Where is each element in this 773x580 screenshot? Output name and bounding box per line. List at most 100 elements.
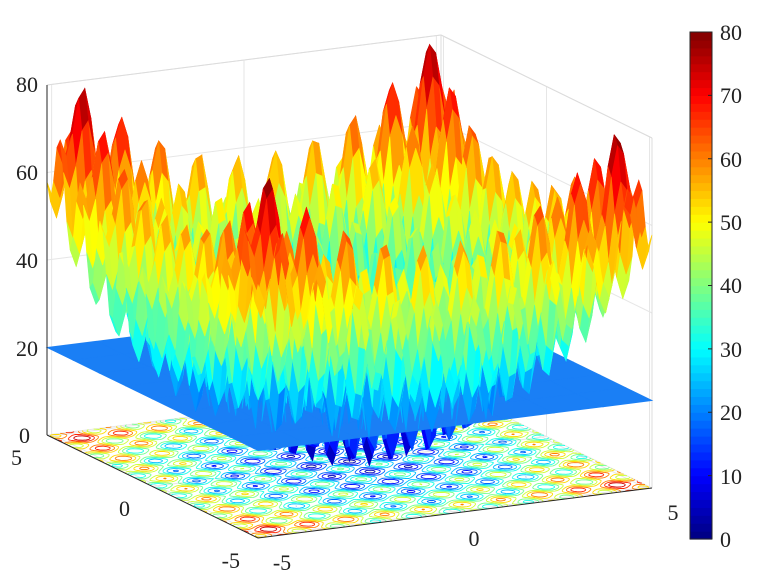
colorbar-band	[690, 412, 712, 421]
colorbar-band	[690, 364, 712, 374]
colorbar-band	[690, 174, 712, 184]
colorbar-band	[690, 491, 712, 500]
x-tick-labels: -5 0 5	[273, 500, 679, 575]
colorbar-band	[690, 285, 712, 295]
colorbar-band	[690, 420, 712, 429]
x-tick-label: 5	[668, 500, 679, 525]
colorbar-band	[690, 39, 712, 49]
colorbar-band	[690, 340, 712, 350]
z-tick-label: 60	[16, 160, 38, 185]
colorbar-band	[690, 301, 712, 310]
z-tick-label: 20	[16, 336, 38, 361]
contour-line	[49, 385, 650, 538]
colorbar-tick-label: 60	[720, 147, 742, 172]
colorbar-band	[690, 531, 712, 540]
colorbar-band	[690, 396, 712, 405]
y-axis-line	[46, 434, 259, 539]
colorbar-band	[690, 515, 712, 524]
colorbar-band	[690, 261, 712, 271]
colorbar-band	[690, 428, 712, 437]
colorbar-band	[690, 348, 712, 358]
colorbar-band	[690, 356, 712, 366]
y-tick-label: 0	[119, 496, 130, 521]
colorbar-tick-label: 20	[720, 400, 742, 425]
colorbar-band	[690, 467, 712, 477]
colorbar-band	[690, 317, 712, 326]
colorbar-band	[690, 277, 712, 287]
colorbar-band	[690, 198, 712, 207]
colorbar-band	[690, 245, 712, 255]
colorbar-tick-label: 50	[720, 210, 742, 235]
colorbar-tick-label: 70	[720, 83, 742, 108]
colorbar-band	[690, 127, 712, 136]
colorbar-band	[690, 158, 712, 168]
colorbar-band	[690, 166, 712, 176]
colorbar-band	[690, 103, 712, 112]
z-tick-labels: 0 20 40 60 80	[16, 72, 38, 448]
colorbar-band	[690, 380, 712, 390]
colorbar-band	[690, 443, 712, 453]
colorbar-band	[690, 333, 712, 342]
grid-line	[46, 34, 442, 86]
colorbar-ticks	[708, 31, 712, 540]
colorbar-band	[690, 309, 712, 318]
colorbar-band	[690, 47, 712, 57]
colorbar-gradient	[690, 32, 712, 540]
colorbar-band	[690, 404, 712, 413]
grid-line	[255, 486, 650, 538]
colorbar-band	[690, 55, 712, 65]
colorbar-band	[690, 388, 712, 397]
colorbar-band	[690, 32, 712, 41]
colorbar-band	[690, 134, 712, 144]
colorbar-band	[690, 459, 712, 469]
y-tick-label: -5	[222, 548, 240, 573]
colorbar-band	[690, 95, 712, 104]
colorbar-band	[690, 372, 712, 382]
x-tick-label: 0	[469, 526, 480, 551]
colorbar-band	[690, 111, 712, 120]
colorbar-band	[690, 269, 712, 279]
x-tick-label: -5	[273, 550, 291, 575]
colorbar-tick-label: 30	[720, 337, 742, 362]
colorbar-band	[690, 436, 712, 445]
colorbar-band	[690, 182, 712, 192]
z-tick-label: 40	[16, 248, 38, 273]
colorbar-tick-label: 10	[720, 464, 742, 489]
colorbar-tick-labels: 0 10 20 30 40 50 60 70 80	[720, 20, 742, 552]
grid-line	[440, 34, 653, 139]
colorbar-tick-label: 80	[720, 20, 742, 45]
colorbar-band	[690, 325, 712, 334]
plane-patch	[230, 430, 309, 451]
colorbar-band	[690, 150, 712, 160]
colorbar-tick-label: 0	[720, 527, 731, 552]
colorbar-band	[690, 71, 712, 81]
colorbar-band	[690, 507, 712, 516]
colorbar: 0 10 20 30 40 50 60 70 80	[689, 20, 742, 552]
colorbar-band	[690, 214, 712, 223]
axis-lines	[46, 85, 653, 539]
colorbar-band	[690, 523, 712, 532]
colorbar-band	[690, 237, 712, 247]
colorbar-band	[690, 475, 712, 485]
colorbar-band	[690, 293, 712, 302]
colorbar-band	[690, 142, 712, 152]
colorbar-band	[690, 483, 712, 493]
colorbar-band	[690, 230, 712, 239]
colorbar-band	[690, 451, 712, 461]
colorbar-band	[690, 222, 712, 231]
colorbar-band	[690, 87, 712, 96]
colorbar-band	[690, 63, 712, 73]
colorbar-band	[690, 499, 712, 508]
surface-mesh	[45, 43, 654, 467]
y-tick-label: 5	[11, 445, 22, 470]
colorbar-band	[690, 119, 712, 128]
y-tick-labels: 5 0 -5	[11, 445, 240, 573]
colorbar-band	[690, 253, 712, 263]
colorbar-band	[690, 206, 712, 215]
colorbar-band	[690, 190, 712, 199]
surface-patch	[254, 283, 265, 319]
x-axis-line	[257, 487, 653, 539]
z-tick-label: 0	[19, 423, 30, 448]
colorbar-tick-label: 40	[720, 273, 742, 298]
